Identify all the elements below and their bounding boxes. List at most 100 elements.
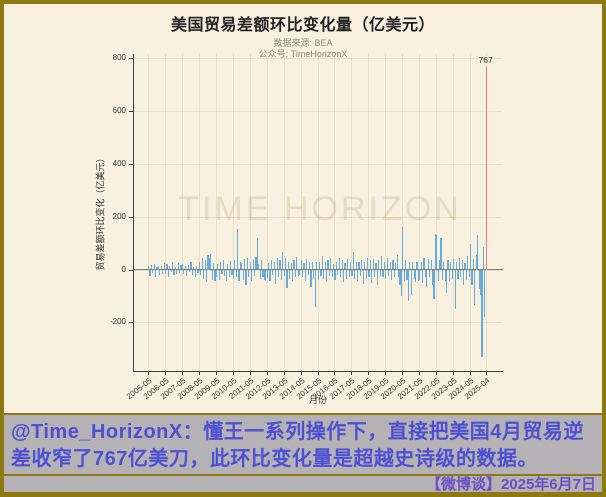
bar — [163, 262, 165, 270]
bar — [349, 261, 352, 270]
bar — [441, 269, 443, 280]
bar — [430, 260, 432, 270]
y-tick-label: 600 — [112, 106, 126, 116]
bar — [276, 258, 278, 270]
bar — [340, 269, 342, 278]
bar — [395, 262, 397, 270]
bar — [362, 269, 364, 284]
bar — [225, 269, 227, 281]
bar — [482, 246, 484, 270]
bar — [173, 269, 175, 276]
bar — [296, 256, 298, 270]
gridline-horizontal — [133, 216, 502, 218]
bar — [347, 258, 349, 270]
bar — [263, 269, 265, 281]
bar — [184, 266, 186, 270]
gridline-horizontal — [133, 58, 502, 60]
bar — [475, 255, 477, 270]
bar — [194, 269, 196, 278]
bar — [239, 261, 241, 270]
bar — [398, 269, 400, 278]
y-tick-mark — [129, 111, 133, 113]
bar — [204, 259, 206, 270]
bar — [344, 262, 346, 270]
bar — [190, 262, 192, 270]
bar — [461, 260, 463, 270]
bar — [376, 269, 379, 286]
bar — [286, 269, 288, 288]
y-tick-label: 0 — [121, 264, 126, 274]
bar — [417, 269, 419, 281]
bar — [187, 265, 189, 270]
bar — [448, 269, 451, 281]
bar — [300, 260, 302, 270]
x-tick-mark — [164, 371, 166, 375]
bar — [390, 269, 393, 281]
bar — [222, 260, 225, 270]
gridline-vertical — [470, 54, 472, 371]
gridline-vertical — [232, 54, 234, 371]
bar — [443, 261, 445, 270]
y-tick-label: 200 — [112, 211, 126, 221]
bar — [365, 269, 367, 279]
bar — [220, 262, 222, 270]
bar — [462, 269, 465, 286]
x-tick-mark — [215, 371, 217, 375]
bar — [318, 261, 321, 270]
bar — [152, 269, 154, 273]
gridline-vertical — [419, 54, 421, 371]
bar — [358, 261, 360, 270]
bar — [235, 269, 237, 277]
bar — [196, 265, 198, 270]
bar — [436, 235, 438, 270]
bar — [166, 264, 168, 270]
bar — [292, 269, 294, 281]
bar — [169, 265, 171, 270]
bar — [157, 265, 160, 270]
x-tick-mark — [232, 371, 234, 375]
bar — [266, 269, 268, 278]
bar — [159, 269, 161, 275]
x-tick-mark — [198, 371, 200, 375]
bar — [221, 269, 223, 275]
bar — [352, 252, 354, 270]
bar — [359, 269, 362, 277]
bar — [403, 269, 405, 282]
bar — [447, 260, 449, 270]
bar — [251, 269, 253, 281]
gridline-vertical — [402, 54, 404, 371]
gridline-horizontal — [133, 111, 502, 113]
bar — [396, 255, 398, 270]
x-tick-mark — [351, 371, 353, 375]
bar — [272, 269, 274, 276]
bar — [446, 269, 448, 294]
bar — [338, 257, 340, 270]
bar — [470, 244, 472, 270]
bar — [324, 262, 326, 270]
highlight-bar — [485, 67, 487, 270]
bar — [484, 269, 486, 317]
bar — [477, 235, 479, 270]
bar — [160, 266, 162, 270]
bar — [316, 261, 318, 270]
bar — [366, 257, 369, 270]
x-tick-mark — [436, 371, 438, 375]
gridline-vertical — [215, 54, 217, 371]
bar — [200, 269, 202, 276]
bar — [437, 269, 439, 282]
bar — [402, 227, 404, 270]
bar — [481, 269, 483, 357]
x-tick-mark — [485, 371, 487, 375]
bar — [478, 269, 480, 290]
bar — [211, 269, 213, 280]
gridline-vertical — [148, 54, 149, 371]
bar — [368, 269, 370, 278]
y-tick-label: 400 — [112, 158, 126, 168]
highlight-value-label: 767 — [478, 55, 493, 65]
x-tick-mark — [470, 371, 472, 375]
bar — [426, 269, 428, 287]
bar — [282, 252, 284, 270]
bar — [287, 261, 290, 270]
account-line: 公众号: TimeHorizonX — [258, 49, 348, 59]
